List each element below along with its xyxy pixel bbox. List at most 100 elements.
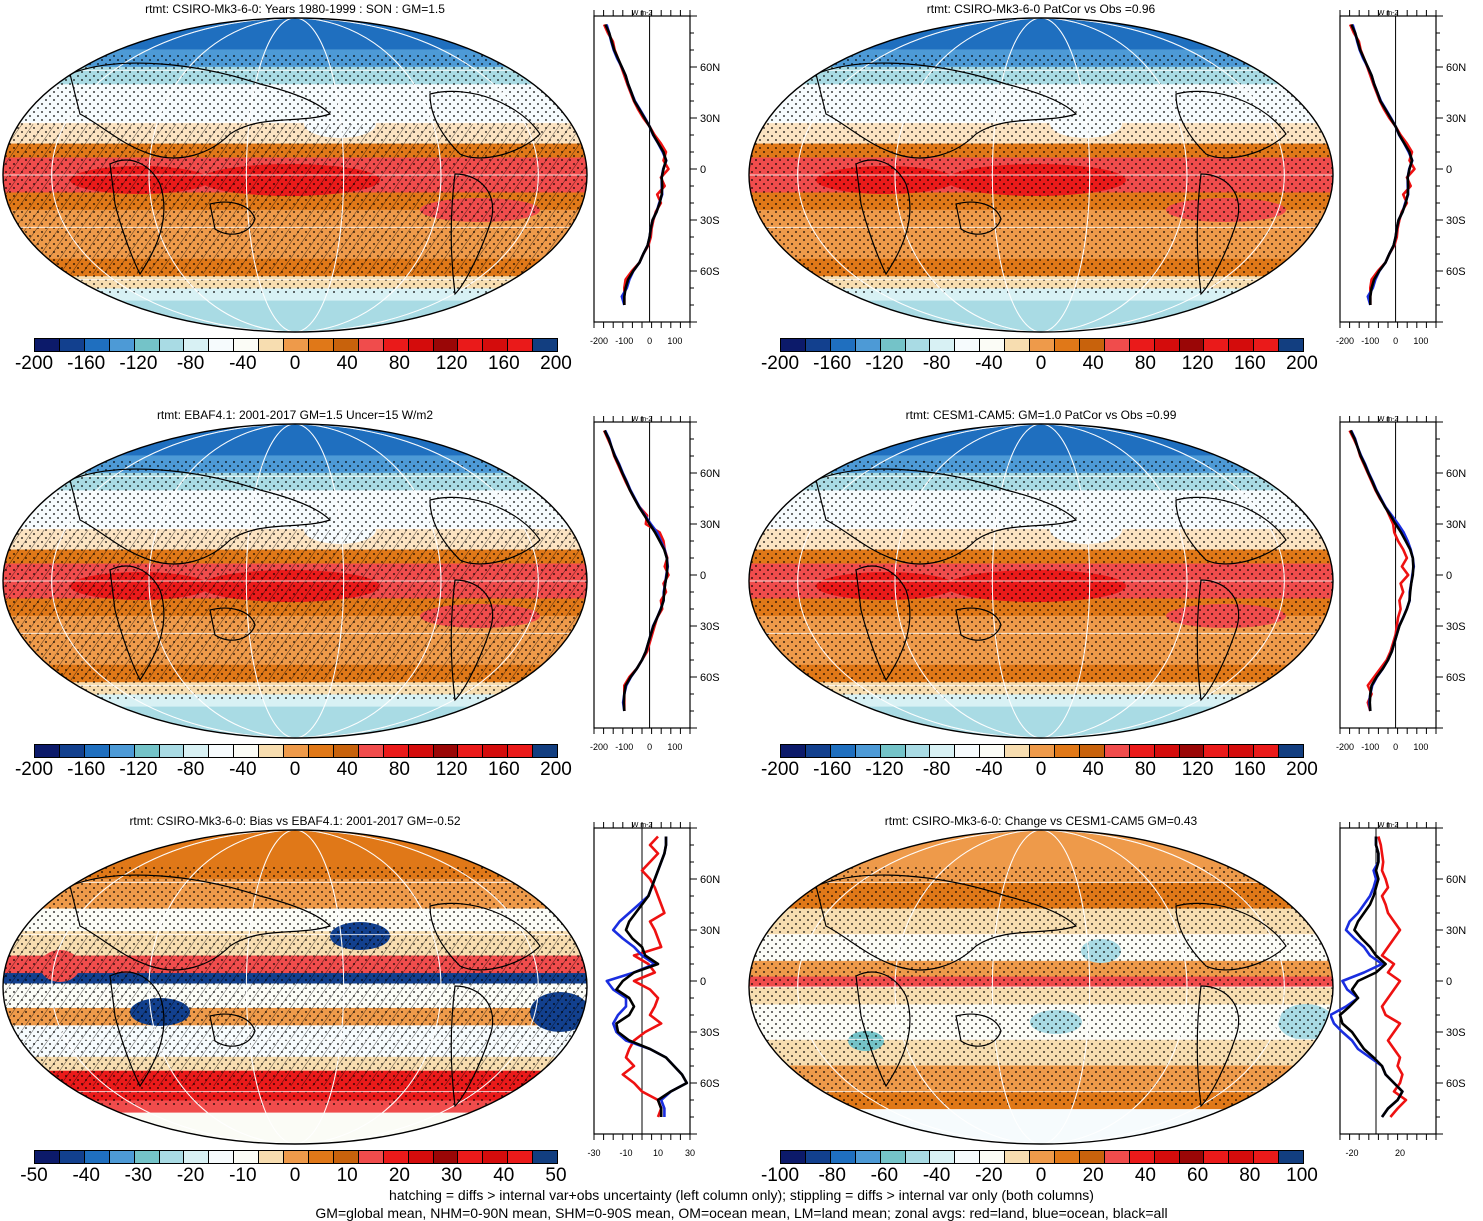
colorbar-swatch xyxy=(358,339,384,351)
colorbar-tick-label: 80 xyxy=(1134,353,1156,374)
colorbar-swatch xyxy=(1154,339,1180,351)
map-band xyxy=(749,1109,1333,1144)
hatching xyxy=(3,936,587,1086)
map-field xyxy=(3,830,587,1144)
colorbar-swatch xyxy=(184,1151,210,1163)
colorbar-tick-label: -80 xyxy=(818,1165,846,1186)
colorbar-tick-label: -40 xyxy=(229,353,257,374)
coastline xyxy=(1175,496,1287,565)
colorbar-tick-label: -50 xyxy=(20,1165,48,1186)
colorbar-swatch xyxy=(333,745,359,757)
colorbar-swatch xyxy=(159,1151,185,1163)
x-tick-label: -200 xyxy=(1336,742,1354,752)
lat-tick-label: 60S xyxy=(700,266,720,278)
unit-label: W m-2 xyxy=(632,10,653,17)
zonal-frame xyxy=(1339,421,1437,729)
colorbar-swatch xyxy=(458,339,484,351)
colorbar-swatch xyxy=(1030,745,1055,757)
lat-tick-label: 60S xyxy=(1446,1078,1466,1090)
colorbar-swatch xyxy=(209,339,235,351)
colorbar-swatch xyxy=(830,745,856,757)
colorbar-swatch xyxy=(1204,745,1230,757)
coastline xyxy=(855,565,911,682)
colorbar-swatch xyxy=(483,339,509,351)
coastline xyxy=(815,468,1078,565)
graticule-meridian xyxy=(148,830,442,1144)
colorbar-tick-label: -80 xyxy=(922,353,951,374)
lat-tick-label: 30N xyxy=(700,113,720,125)
zonal-mean-plot: 60N 30N 0 30S 60S -200 -100 0 100 W m-2 xyxy=(590,416,720,752)
colorbar-swatch xyxy=(1079,339,1105,351)
map-band xyxy=(3,1112,587,1144)
colorbar-swatch xyxy=(433,745,459,757)
coastline xyxy=(855,159,911,276)
lat-tick-label: 60S xyxy=(700,672,720,684)
lat-tick-label: 30S xyxy=(1446,215,1466,227)
lat-tick-label: 0 xyxy=(1446,164,1452,176)
panel-title: rtmt: CSIRO-Mk3-6-0: Bias vs EBAF4.1: 20… xyxy=(129,814,461,828)
colorbar xyxy=(780,744,1304,758)
colorbar-swatch xyxy=(458,1151,484,1163)
x-tick-label: -10 xyxy=(619,1148,632,1158)
graticule-meridian xyxy=(51,18,539,332)
lat-tick-label: 0 xyxy=(700,976,706,988)
colorbar-swatch xyxy=(508,745,534,757)
colorbar-tick-label: -120 xyxy=(865,759,904,780)
colorbar-swatch xyxy=(59,339,85,351)
colorbar-swatch xyxy=(1279,745,1304,757)
zonal-mean-plot: 60N 30N 0 30S 60S -200 -100 0 100 W m-2 xyxy=(1336,10,1466,346)
x-tick-label: 20 xyxy=(1395,1148,1405,1158)
lat-tick-label: 60N xyxy=(700,874,720,886)
colorbar-tick-label: 120 xyxy=(435,353,468,374)
colorbar-tick-label: -40 xyxy=(975,759,1003,780)
ocean-zonal-line xyxy=(605,24,668,306)
zonal-mean-plot: 60N 30N 0 30S 60S -200 -100 0 100 W m-2 xyxy=(590,10,720,346)
unit-label: W m-2 xyxy=(1378,10,1399,17)
colorbar xyxy=(34,744,558,758)
colorbar-tick-label: -100 xyxy=(760,1165,800,1186)
colorbar-tick-label: 0 xyxy=(289,353,301,374)
colorbar-swatch xyxy=(259,1151,285,1163)
lat-tick-label: 30S xyxy=(700,621,720,633)
colorbar-swatch xyxy=(1005,1151,1031,1163)
colorbar-swatch xyxy=(234,339,260,351)
graticule-meridian xyxy=(245,424,345,738)
colorbar-swatch xyxy=(930,339,956,351)
colorbar-tick-label: 200 xyxy=(540,759,572,780)
colorbar-swatch xyxy=(408,745,434,757)
x-tick-label: -100 xyxy=(615,336,633,346)
coastline xyxy=(450,985,494,1108)
map-band xyxy=(749,300,1333,332)
graticule-meridian xyxy=(797,424,1285,738)
lat-tick-label: 0 xyxy=(1446,570,1452,582)
colorbar-labels: -100 -80 -60 -40 -20 0 20 40 60 80 100 xyxy=(760,1165,1322,1189)
colorbar-tick-label: -80 xyxy=(922,759,951,780)
colorbar-swatch xyxy=(159,339,185,351)
colorbar-swatch xyxy=(184,745,210,757)
lat-tick-label: 30N xyxy=(700,925,720,937)
zonal-frame xyxy=(593,15,691,323)
graticule-meridian xyxy=(51,424,539,738)
colorbar-swatch xyxy=(508,1151,534,1163)
coastline xyxy=(109,159,165,276)
coastline xyxy=(450,579,494,702)
colorbar-tick-label: -40 xyxy=(229,759,257,780)
colorbar-tick-label: 100 xyxy=(1286,1165,1318,1186)
map-band xyxy=(749,18,1333,51)
colorbar-swatch xyxy=(1054,1151,1080,1163)
global-map xyxy=(2,17,588,333)
colorbar-tick-label: -10 xyxy=(229,1165,257,1186)
colorbar-swatch xyxy=(234,1151,260,1163)
colorbar-swatch xyxy=(308,339,334,351)
colorbar-tick-label: 0 xyxy=(1035,1165,1047,1186)
colorbar-tick-label: -20 xyxy=(176,1165,205,1186)
colorbar-tick-label: 60 xyxy=(1187,1165,1209,1186)
colorbar-tick-label: 200 xyxy=(1286,353,1318,374)
map-outline xyxy=(748,17,1334,333)
hatching xyxy=(3,530,587,680)
colorbar-swatch xyxy=(383,339,409,351)
colorbar-swatch xyxy=(781,1151,806,1163)
x-tick-label: 100 xyxy=(1413,336,1428,346)
map-band xyxy=(3,300,587,332)
map-outline xyxy=(2,423,588,739)
